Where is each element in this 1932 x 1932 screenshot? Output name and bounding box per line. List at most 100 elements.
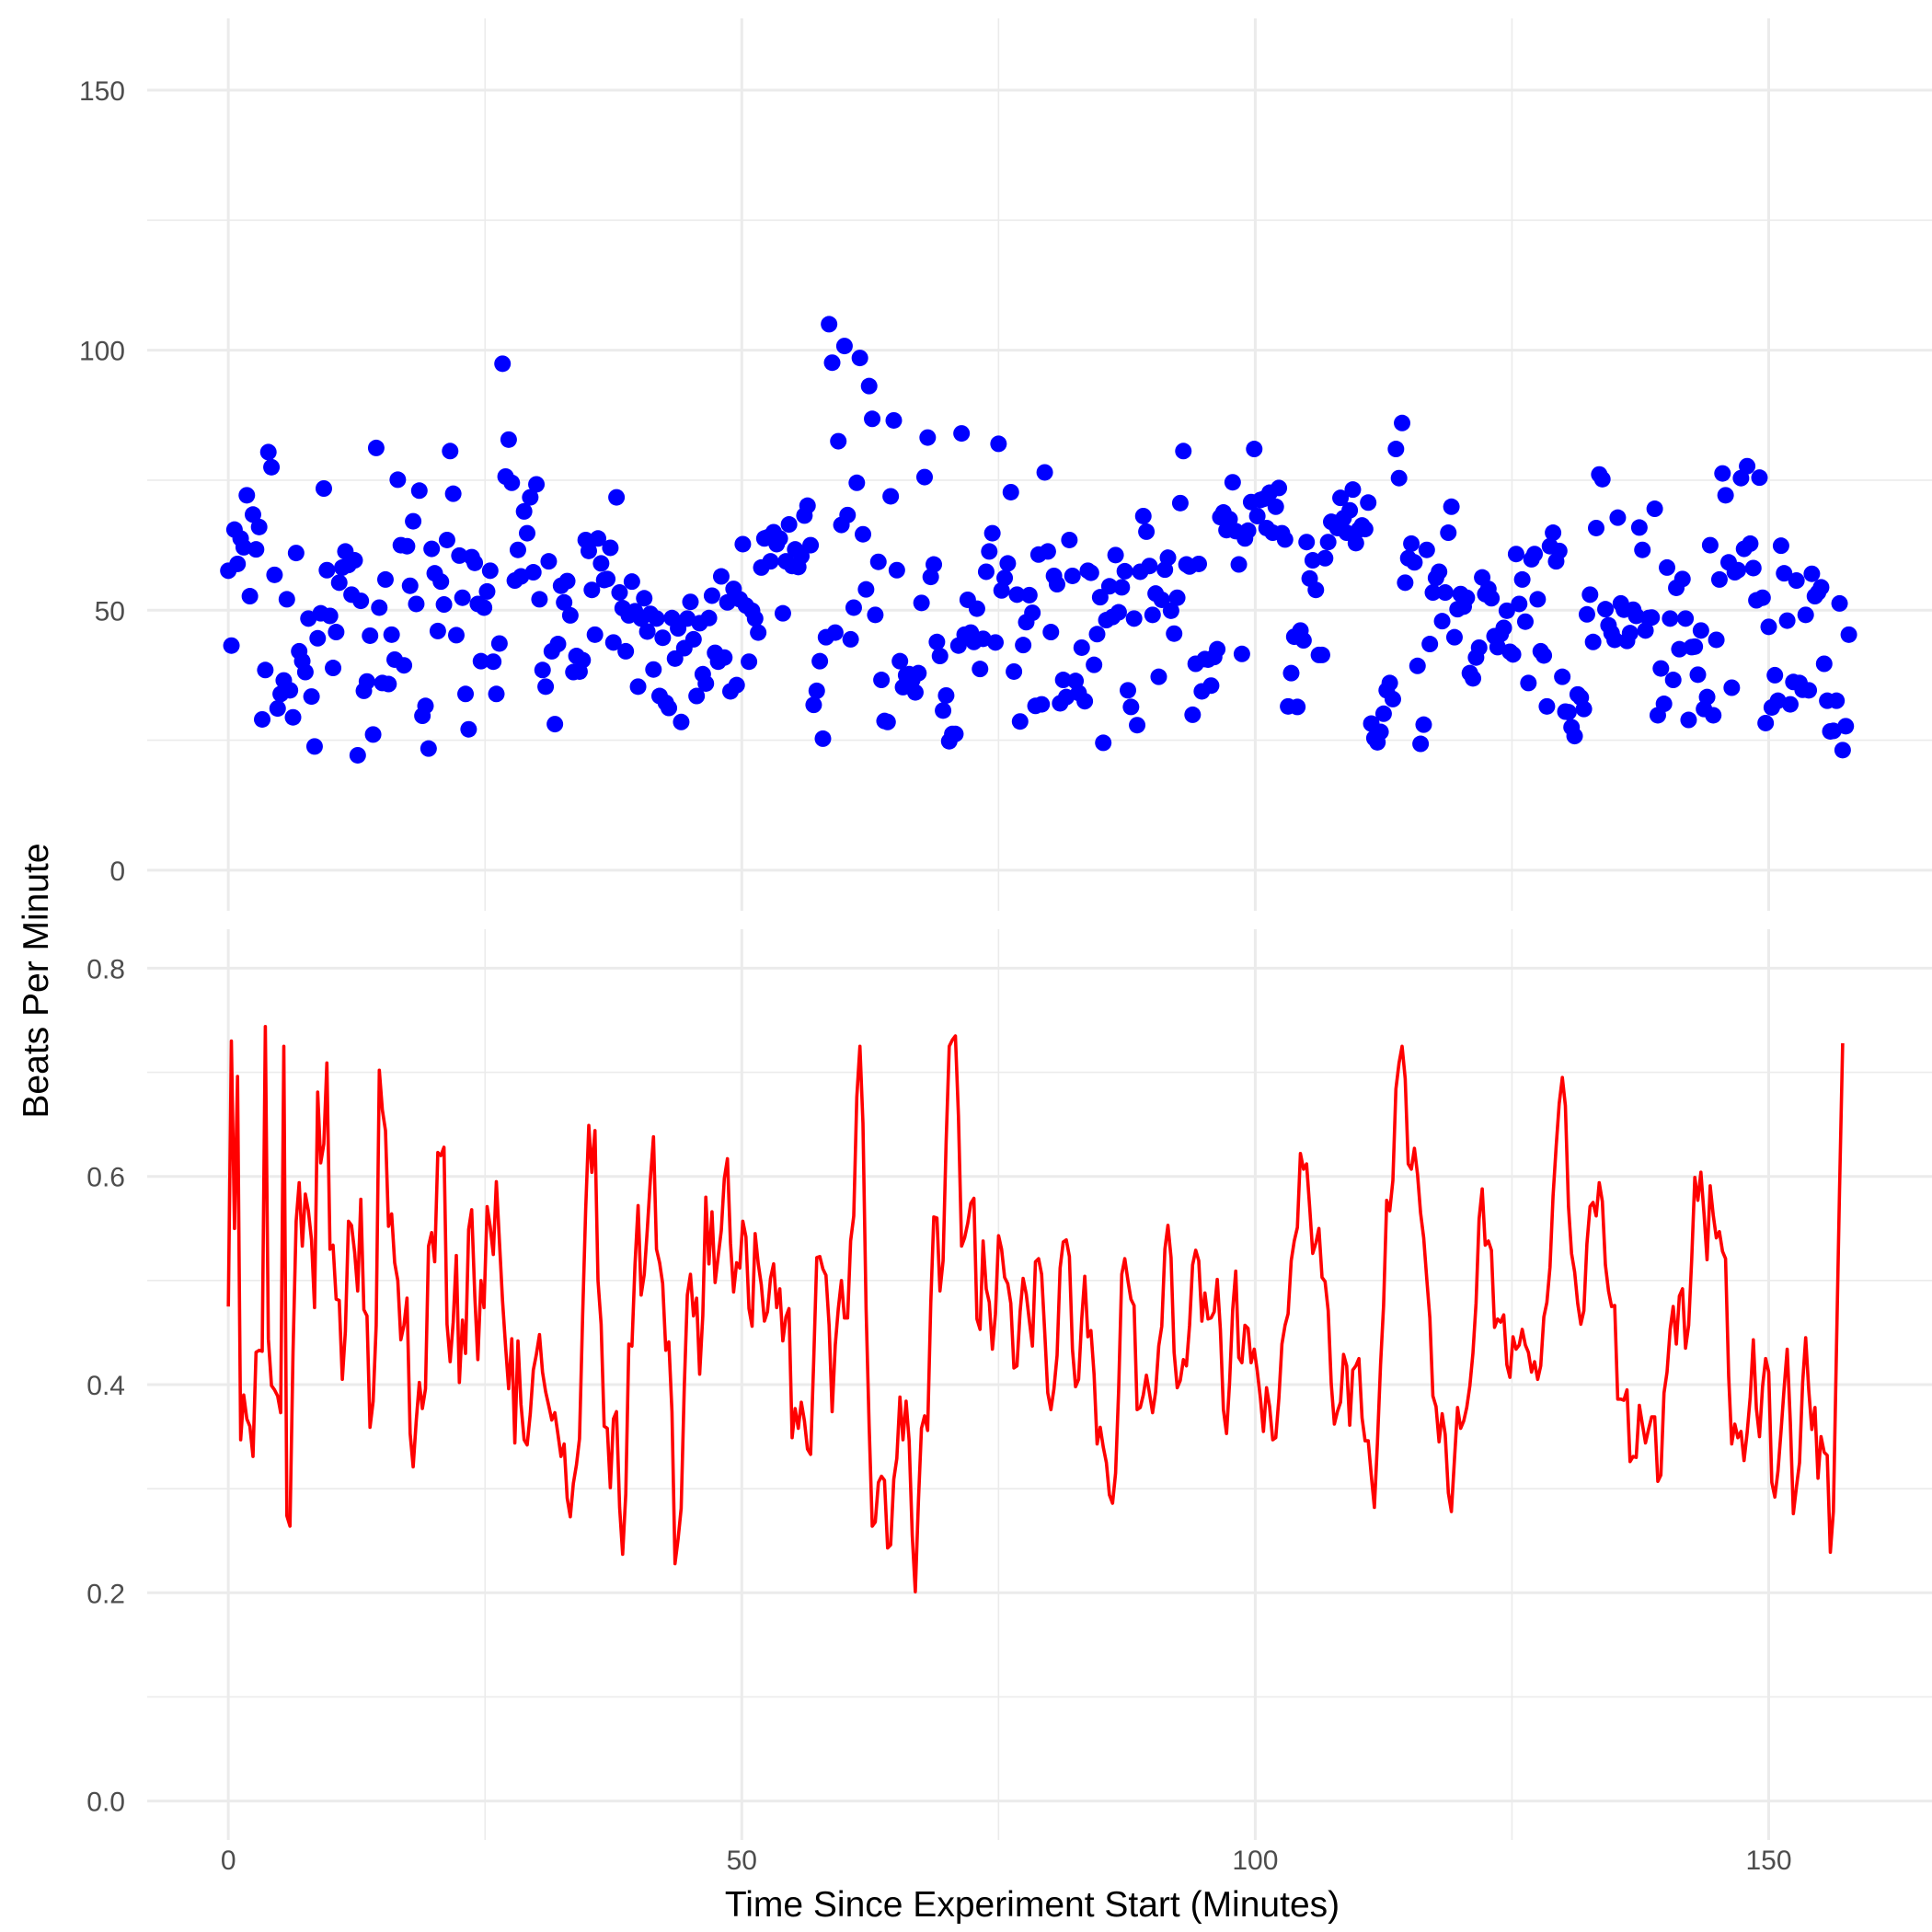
scatter-point: [590, 530, 607, 547]
scatter-point: [823, 354, 841, 372]
scatter-point: [515, 502, 533, 520]
scatter-point: [1504, 646, 1522, 663]
scatter-point: [1643, 609, 1661, 627]
scatter-point: [617, 642, 635, 660]
scatter-point: [1554, 668, 1571, 685]
scatter-point: [879, 713, 896, 730]
x-tick-label: 150: [1745, 1846, 1791, 1876]
scatter-point: [774, 604, 791, 622]
scatter-point: [1086, 656, 1103, 673]
scatter-point: [1788, 572, 1805, 590]
scatter-point: [1433, 613, 1451, 630]
scatter-point: [1776, 565, 1793, 582]
scatter-point: [1834, 742, 1851, 759]
scatter-point: [1535, 647, 1553, 664]
scatter-point: [481, 562, 499, 580]
scatter-point: [1024, 604, 1041, 622]
scatter-point: [599, 570, 616, 588]
scatter-point: [349, 746, 366, 764]
scatter-point: [1298, 534, 1316, 551]
scatter-point: [503, 474, 521, 491]
scatter-point: [977, 563, 995, 581]
scatter-point: [1061, 531, 1078, 548]
scatter-point: [661, 699, 678, 717]
scatter-point: [947, 725, 964, 742]
scatter-point: [1597, 601, 1615, 618]
scatter-point: [1175, 443, 1192, 460]
scatter-point: [476, 599, 493, 616]
scatter-point: [522, 489, 539, 506]
scatter-point: [821, 316, 838, 333]
scatter-point: [282, 682, 299, 699]
scatter-point: [472, 652, 489, 670]
scatter-point: [1840, 626, 1857, 643]
scatter-point: [1166, 625, 1183, 642]
scatter-point: [254, 710, 271, 728]
scatter-point: [1637, 622, 1654, 639]
scatter-point: [408, 595, 425, 613]
bottom-y-tick-label: 0.6: [86, 1163, 125, 1193]
scatter-point: [1042, 624, 1060, 641]
scatter-point: [447, 627, 465, 644]
scatter-point: [1664, 672, 1682, 689]
scatter-point: [244, 506, 261, 523]
top-y-tick-label: 50: [95, 596, 125, 627]
scatter-point: [1209, 640, 1226, 658]
scatter-point: [500, 431, 517, 448]
bottom-y-tick-label: 0.2: [86, 1579, 125, 1609]
scatter-point: [586, 626, 604, 643]
scatter-point: [1397, 574, 1414, 592]
scatter-point: [867, 606, 884, 624]
scatter-point: [1356, 521, 1374, 538]
scatter-point: [913, 594, 930, 612]
scatter-point: [1655, 696, 1673, 713]
scatter-point: [1511, 595, 1528, 613]
scatter-point: [423, 540, 441, 558]
scatter-point: [981, 543, 998, 560]
scatter-point: [1073, 638, 1090, 656]
scatter-point: [438, 531, 455, 548]
scatter-point: [983, 524, 1001, 542]
top-y-tick-label: 0: [109, 857, 125, 887]
scatter-point: [885, 411, 903, 429]
x-axis-title: Time Since Experiment Start (Minutes): [725, 1885, 1340, 1925]
scatter-point: [814, 730, 832, 747]
scatter-point: [1119, 682, 1136, 699]
scatter-point: [1036, 464, 1053, 481]
scatter-point: [380, 675, 397, 693]
scatter-point: [1248, 507, 1266, 524]
scatter-point: [688, 687, 706, 705]
scatter-point: [460, 720, 477, 738]
scatter-point: [1150, 668, 1167, 685]
scatter-point: [1701, 536, 1719, 554]
y-axis-title: Beats Per Minute: [17, 843, 56, 1118]
scatter-point: [383, 626, 400, 643]
scatter-point: [1129, 717, 1146, 734]
scatter-point: [259, 443, 277, 461]
scatter-point: [247, 541, 265, 558]
scatter-point: [1344, 481, 1362, 499]
scatter-point: [420, 740, 437, 757]
scatter-point: [935, 702, 952, 719]
scatter-point: [1621, 625, 1639, 642]
scatter-point: [1171, 494, 1189, 512]
scatter-point: [1692, 622, 1709, 639]
scatter-point: [1498, 602, 1515, 619]
scatter-point: [287, 545, 305, 562]
scatter-point: [558, 572, 576, 590]
scatter-point: [1153, 591, 1170, 608]
scatter-point: [1458, 589, 1476, 606]
scatter-point: [987, 634, 1005, 651]
scatter-point: [1584, 633, 1602, 650]
scatter-point: [444, 485, 462, 502]
scatter-point: [1110, 604, 1127, 621]
scatter-point: [238, 487, 256, 504]
scatter-point: [574, 651, 592, 669]
scatter-point: [1313, 646, 1330, 663]
scatter-point: [583, 581, 601, 599]
scatter-point: [1723, 679, 1741, 696]
scatter-point: [873, 672, 891, 689]
scatter-point: [364, 726, 382, 743]
series-line: [226, 1025, 1845, 1593]
scatter-point: [1415, 716, 1432, 733]
